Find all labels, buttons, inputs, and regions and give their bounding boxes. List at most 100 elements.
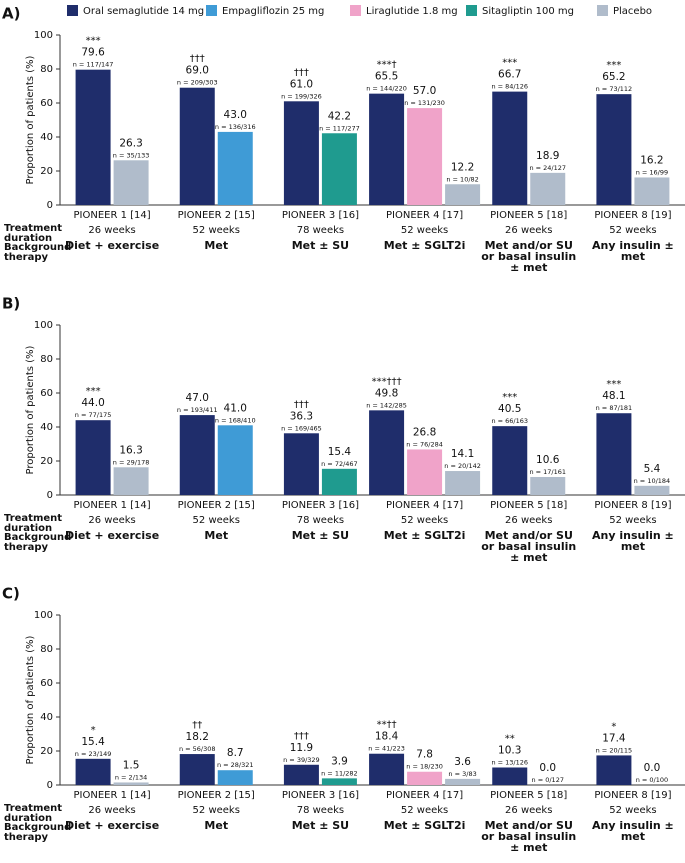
n-label: n = 2/134	[115, 773, 147, 781]
value-label: 15.4	[81, 736, 105, 748]
bar	[530, 476, 566, 495]
value-label: 8.7	[227, 747, 244, 759]
bar	[179, 754, 215, 785]
bar	[283, 101, 319, 205]
legend-label: Oral semaglutide 14 mg	[83, 6, 204, 17]
background-label: Met	[204, 819, 229, 832]
n-label: n = 10/184	[634, 477, 671, 485]
significance: ***	[606, 60, 621, 71]
significance: **	[505, 733, 515, 744]
y-tick-label: 100	[34, 30, 53, 41]
legend-label: Sitagliptin 100 mg	[482, 6, 574, 17]
n-label: n = 35/133	[113, 151, 150, 159]
background-label: Met ± SU	[291, 819, 350, 832]
background-label: Met ± SGLT2i	[383, 819, 466, 832]
panel-label: C)	[2, 585, 20, 603]
panel-label: A)	[2, 5, 20, 23]
bar	[283, 764, 319, 785]
bar	[369, 753, 405, 785]
duration-label: 52 weeks	[193, 515, 240, 526]
x-tick-label: PIONEER 5 [18]	[490, 500, 567, 511]
duration-label: 26 weeks	[505, 515, 552, 526]
n-label: n = 17/161	[529, 468, 566, 476]
value-label: 18.4	[375, 731, 399, 743]
background-label: Met	[204, 239, 229, 252]
y-tick-label: 0	[47, 780, 53, 791]
n-label: n = 11/282	[321, 769, 358, 777]
x-tick-label: PIONEER 4 [17]	[386, 790, 463, 801]
value-label: 42.2	[328, 110, 351, 122]
n-label: n = 24/127	[529, 164, 566, 172]
significance: *	[611, 721, 616, 732]
x-tick-label: PIONEER 4 [17]	[386, 210, 463, 221]
bar	[75, 69, 111, 206]
significance: ***	[502, 58, 517, 69]
bar	[596, 413, 632, 495]
n-label: n = 23/149	[75, 750, 112, 758]
row-label: Background therapy	[4, 532, 72, 553]
duration-label: 26 weeks	[88, 225, 135, 236]
n-label: n = 131/230	[404, 99, 445, 107]
y-tick-label: 0	[47, 490, 53, 501]
value-label: 3.6	[454, 756, 471, 768]
n-label: n = 29/178	[113, 458, 150, 466]
bar	[321, 133, 357, 205]
legend-label: Empagliflozin 25 mg	[222, 6, 324, 17]
x-tick-label: PIONEER 1 [14]	[73, 210, 150, 221]
y-axis-label: Proportion of patients (%)	[25, 635, 36, 764]
value-label: 66.7	[498, 69, 521, 81]
n-label: n = 3/83	[448, 770, 476, 778]
bar	[75, 758, 111, 785]
background-label: Met ± SGLT2i	[383, 529, 466, 542]
n-label: n = 72/467	[321, 460, 358, 468]
bar	[321, 778, 357, 785]
n-label: n = 16/99	[636, 168, 668, 176]
x-tick-label: PIONEER 4 [17]	[386, 500, 463, 511]
value-label: 10.3	[498, 744, 521, 756]
duration-label: 52 weeks	[609, 225, 656, 236]
x-tick-label: PIONEER 2 [15]	[178, 790, 255, 801]
x-tick-label: PIONEER 8 [19]	[594, 790, 671, 801]
significance: †††	[294, 399, 309, 410]
y-tick-label: 60	[40, 388, 53, 399]
bar	[113, 782, 149, 785]
y-tick-label: 100	[34, 610, 53, 621]
n-label: n = 117/147	[73, 61, 114, 69]
background-label: Met and/or SU or basal insulin ± met	[481, 529, 577, 564]
significance: ***†	[377, 60, 397, 71]
value-label: 1.5	[123, 759, 140, 771]
x-tick-label: PIONEER 3 [16]	[282, 790, 359, 801]
x-tick-label: PIONEER 3 [16]	[282, 210, 359, 221]
x-tick-label: PIONEER 1 [14]	[73, 500, 150, 511]
bar	[369, 410, 405, 495]
significance: †††	[294, 67, 309, 78]
value-label: 44.0	[81, 397, 104, 409]
bar	[113, 160, 149, 205]
bar	[75, 420, 111, 495]
significance: **††	[377, 720, 397, 731]
n-label: n = 10/82	[446, 175, 478, 183]
duration-label: 26 weeks	[88, 805, 135, 816]
value-label: 48.1	[602, 390, 625, 402]
significance: ††	[192, 720, 202, 731]
value-label: 61.0	[290, 78, 313, 90]
duration-label: 26 weeks	[88, 515, 135, 526]
n-label: n = 136/316	[215, 123, 256, 131]
value-label: 12.2	[451, 161, 474, 173]
value-label: 41.0	[224, 402, 247, 414]
duration-label: 78 weeks	[297, 515, 344, 526]
n-label: n = 56/308	[179, 745, 216, 753]
significance: ***	[86, 386, 101, 397]
n-label: n = 0/100	[636, 776, 668, 784]
significance: ***	[606, 379, 621, 390]
x-tick-label: PIONEER 3 [16]	[282, 500, 359, 511]
n-label: n = 0/127	[532, 776, 564, 784]
legend-swatch	[597, 5, 608, 16]
n-label: n = 144/220	[366, 85, 407, 93]
duration-label: 52 weeks	[401, 515, 448, 526]
n-label: n = 76/284	[406, 440, 443, 448]
bar	[217, 770, 253, 785]
panel-label: B)	[2, 295, 20, 313]
background-label: Met ± SU	[291, 529, 350, 542]
